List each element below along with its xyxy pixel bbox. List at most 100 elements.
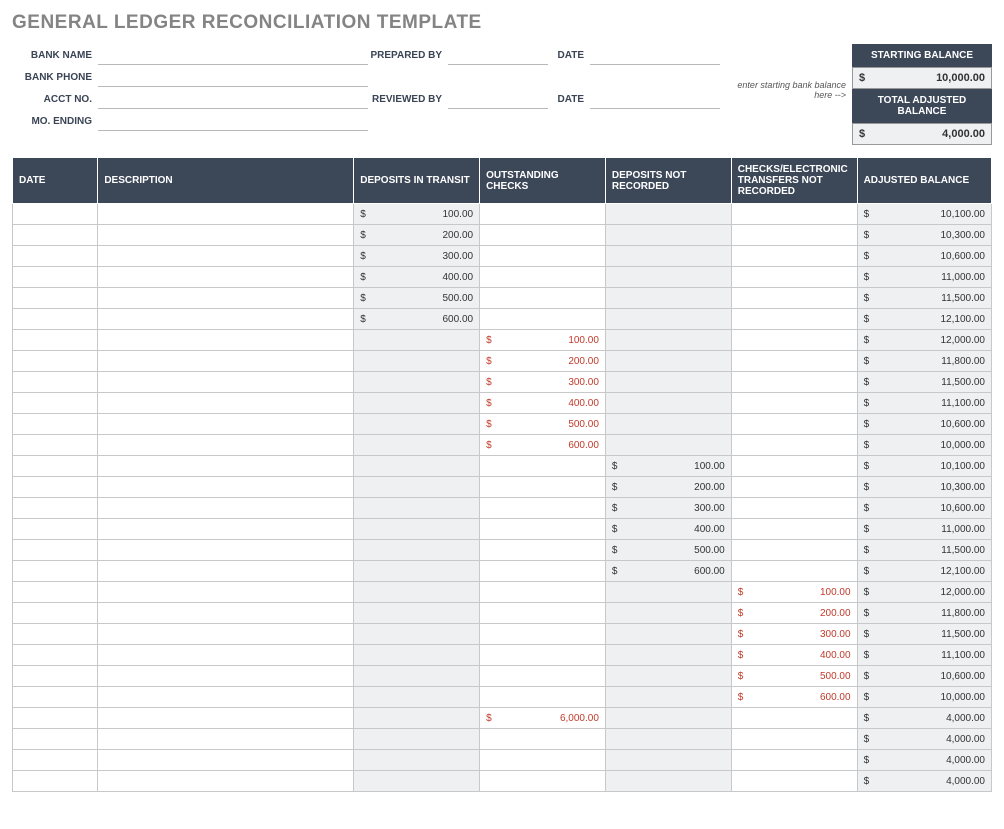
table-cell[interactable]: $600.00 [480, 435, 606, 456]
cell-date[interactable] [13, 393, 98, 414]
cell-date[interactable] [13, 351, 98, 372]
cell-description[interactable] [98, 225, 354, 246]
table-cell[interactable]: $200.00 [354, 225, 480, 246]
cell-date[interactable] [13, 414, 98, 435]
table-cell[interactable]: $4,000.00 [857, 708, 991, 729]
table-cell[interactable] [731, 225, 857, 246]
cell-description[interactable] [98, 456, 354, 477]
table-cell[interactable] [480, 624, 606, 645]
table-cell[interactable] [731, 414, 857, 435]
table-cell[interactable] [605, 309, 731, 330]
cell-description[interactable] [98, 309, 354, 330]
cell-description[interactable] [98, 414, 354, 435]
table-cell[interactable]: $500.00 [354, 288, 480, 309]
table-cell[interactable] [605, 708, 731, 729]
table-cell[interactable] [605, 351, 731, 372]
table-cell[interactable] [731, 708, 857, 729]
table-cell[interactable] [354, 666, 480, 687]
table-cell[interactable] [354, 603, 480, 624]
table-cell[interactable] [480, 267, 606, 288]
table-cell[interactable]: $100.00 [354, 204, 480, 225]
table-cell[interactable] [354, 561, 480, 582]
table-cell[interactable] [480, 225, 606, 246]
table-cell[interactable] [354, 519, 480, 540]
cell-description[interactable] [98, 750, 354, 771]
input-mo-ending[interactable] [98, 111, 368, 131]
table-cell[interactable]: $10,300.00 [857, 225, 991, 246]
table-cell[interactable]: $300.00 [605, 498, 731, 519]
cell-date[interactable] [13, 582, 98, 603]
table-cell[interactable]: $10,100.00 [857, 456, 991, 477]
table-cell[interactable]: $11,100.00 [857, 393, 991, 414]
table-cell[interactable] [354, 729, 480, 750]
table-cell[interactable]: $10,100.00 [857, 204, 991, 225]
table-cell[interactable] [354, 624, 480, 645]
table-cell[interactable] [731, 372, 857, 393]
table-cell[interactable] [605, 624, 731, 645]
cell-description[interactable] [98, 729, 354, 750]
table-cell[interactable] [605, 267, 731, 288]
table-cell[interactable] [480, 519, 606, 540]
table-cell[interactable] [354, 645, 480, 666]
cell-date[interactable] [13, 540, 98, 561]
table-cell[interactable] [480, 561, 606, 582]
table-cell[interactable] [354, 582, 480, 603]
cell-date[interactable] [13, 246, 98, 267]
cell-description[interactable] [98, 477, 354, 498]
table-cell[interactable]: $300.00 [480, 372, 606, 393]
table-cell[interactable]: $11,500.00 [857, 540, 991, 561]
table-cell[interactable] [731, 477, 857, 498]
table-cell[interactable]: $100.00 [731, 582, 857, 603]
table-cell[interactable] [731, 204, 857, 225]
table-cell[interactable]: $100.00 [605, 456, 731, 477]
table-cell[interactable] [731, 435, 857, 456]
table-cell[interactable] [480, 603, 606, 624]
table-cell[interactable] [354, 498, 480, 519]
table-cell[interactable] [480, 687, 606, 708]
cell-date[interactable] [13, 204, 98, 225]
cell-description[interactable] [98, 351, 354, 372]
table-cell[interactable] [605, 372, 731, 393]
table-cell[interactable] [480, 477, 606, 498]
table-cell[interactable] [731, 246, 857, 267]
table-cell[interactable] [480, 645, 606, 666]
table-cell[interactable] [354, 687, 480, 708]
cell-description[interactable] [98, 498, 354, 519]
table-cell[interactable] [354, 414, 480, 435]
table-cell[interactable]: $600.00 [605, 561, 731, 582]
input-bank-name[interactable] [98, 45, 368, 65]
table-cell[interactable]: $10,000.00 [857, 435, 991, 456]
table-cell[interactable] [731, 456, 857, 477]
table-cell[interactable] [354, 330, 480, 351]
table-cell[interactable] [354, 372, 480, 393]
cell-date[interactable] [13, 498, 98, 519]
table-cell[interactable] [731, 288, 857, 309]
table-cell[interactable]: $200.00 [731, 603, 857, 624]
cell-date[interactable] [13, 330, 98, 351]
cell-date[interactable] [13, 519, 98, 540]
table-cell[interactable] [480, 540, 606, 561]
table-cell[interactable]: $400.00 [354, 267, 480, 288]
table-cell[interactable] [354, 393, 480, 414]
table-cell[interactable] [605, 582, 731, 603]
table-cell[interactable]: $10,600.00 [857, 246, 991, 267]
table-cell[interactable]: $10,600.00 [857, 498, 991, 519]
cell-description[interactable] [98, 246, 354, 267]
table-cell[interactable]: $500.00 [480, 414, 606, 435]
table-cell[interactable] [605, 330, 731, 351]
table-cell[interactable] [605, 414, 731, 435]
starting-balance-value[interactable]: $ 10,000.00 [852, 67, 992, 89]
table-cell[interactable] [731, 771, 857, 792]
cell-date[interactable] [13, 309, 98, 330]
input-acct-no[interactable] [98, 89, 368, 109]
cell-date[interactable] [13, 456, 98, 477]
table-cell[interactable] [731, 351, 857, 372]
table-cell[interactable] [731, 498, 857, 519]
table-cell[interactable] [480, 309, 606, 330]
table-cell[interactable]: $11,500.00 [857, 372, 991, 393]
table-cell[interactable] [731, 309, 857, 330]
table-cell[interactable]: $200.00 [480, 351, 606, 372]
table-cell[interactable] [354, 540, 480, 561]
cell-date[interactable] [13, 771, 98, 792]
cell-description[interactable] [98, 582, 354, 603]
